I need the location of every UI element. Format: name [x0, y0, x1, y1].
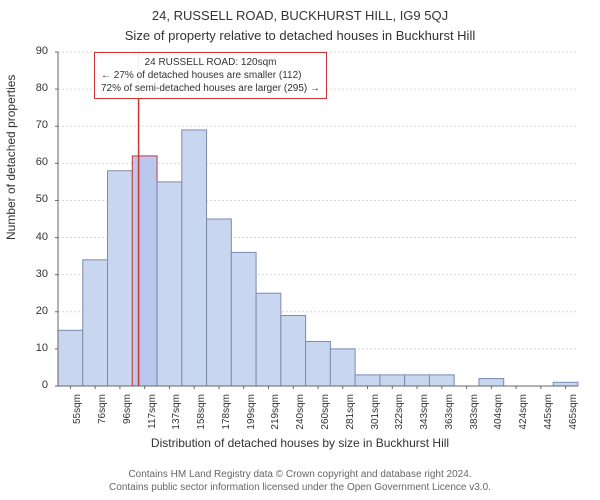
footer-attribution: Contains HM Land Registry data © Crown c…: [0, 468, 600, 494]
footer-line2: Contains public sector information licen…: [0, 481, 600, 494]
y-tick: 0: [30, 379, 48, 391]
plot-area: 24 RUSSELL ROAD: 120sqm ← 27% of detache…: [54, 48, 584, 390]
x-axis-label: Distribution of detached houses by size …: [0, 436, 600, 450]
annotation-line2: ← 27% of detached houses are smaller (11…: [101, 69, 320, 82]
y-tick: 40: [30, 231, 48, 243]
y-axis-label: Number of detached properties: [4, 75, 18, 240]
annotation-line1: 24 RUSSELL ROAD: 120sqm: [101, 56, 320, 69]
y-tick: 70: [30, 119, 48, 131]
footer-line1: Contains HM Land Registry data © Crown c…: [0, 468, 600, 481]
y-tick: 10: [30, 342, 48, 354]
y-tick: 90: [30, 45, 48, 57]
y-tick: 20: [30, 305, 48, 317]
title-main: 24, RUSSELL ROAD, BUCKHURST HILL, IG9 5Q…: [0, 8, 600, 23]
chart-container: 24, RUSSELL ROAD, BUCKHURST HILL, IG9 5Q…: [0, 0, 600, 500]
y-tick: 30: [30, 268, 48, 280]
y-tick: 60: [30, 156, 48, 168]
y-tick: 80: [30, 82, 48, 94]
y-tick: 50: [30, 193, 48, 205]
histogram-svg: [54, 48, 584, 390]
title-sub: Size of property relative to detached ho…: [0, 28, 600, 43]
annotation-box: 24 RUSSELL ROAD: 120sqm ← 27% of detache…: [94, 52, 327, 99]
annotation-line3: 72% of semi-detached houses are larger (…: [101, 82, 320, 95]
